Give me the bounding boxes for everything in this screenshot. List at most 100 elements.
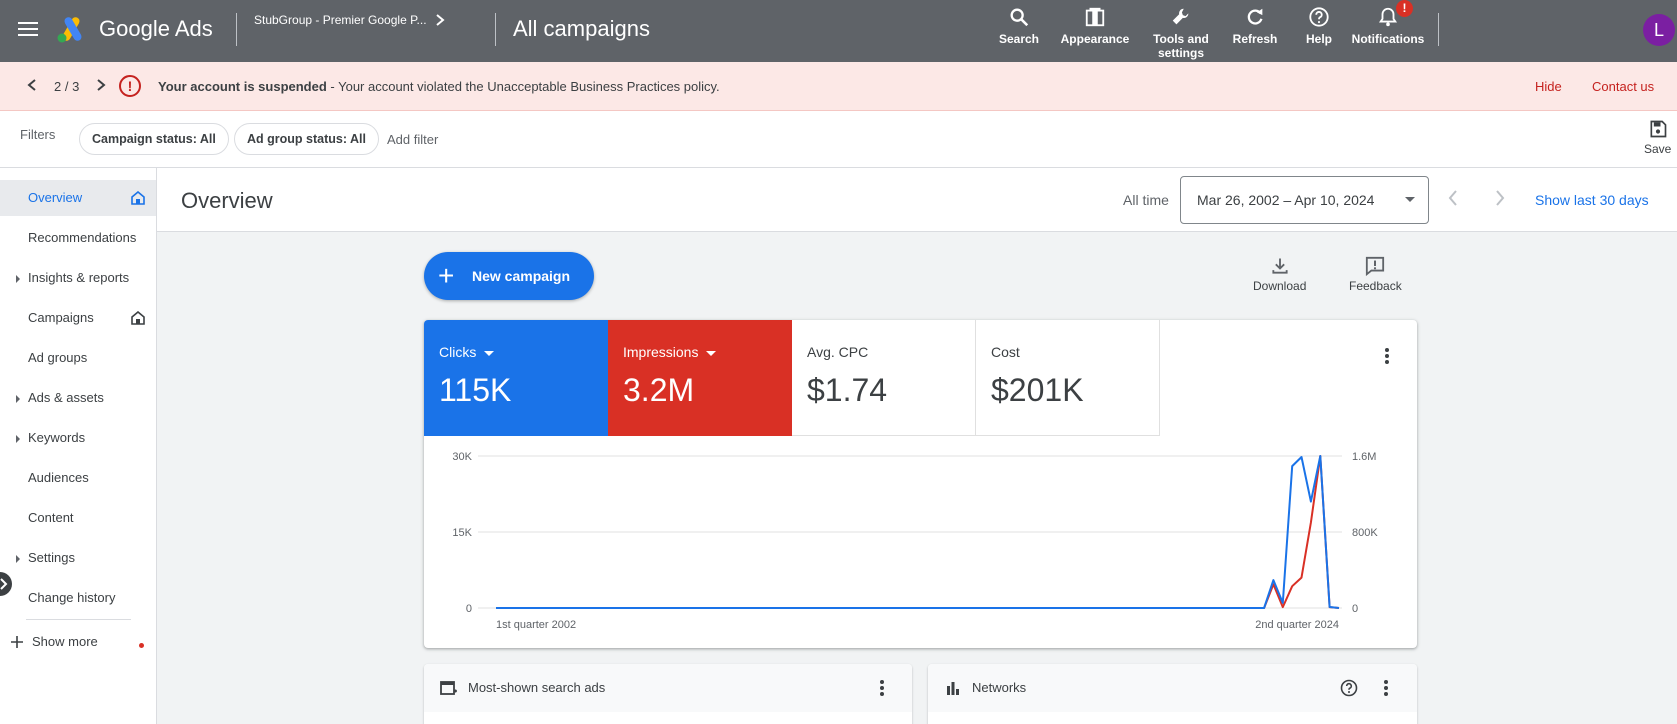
sidebar-item-audiences[interactable]: Audiences [0, 460, 156, 496]
most-shown-search-ads-card: Most-shown search ads [424, 664, 912, 724]
help-icon[interactable] [1339, 678, 1359, 698]
bell-icon [1378, 7, 1398, 27]
card-header: Most-shown search ads [424, 664, 912, 712]
metric-label: Impressions [623, 344, 699, 360]
more-options-icon[interactable] [872, 678, 892, 698]
chevron-right-icon [0, 578, 8, 590]
plus-icon [11, 635, 23, 648]
left-axis-tick-label: 15K [452, 527, 472, 539]
sidebar-item-label: Change history [28, 590, 116, 605]
sidebar-item-label: Insights & reports [28, 270, 130, 285]
sidebar-item-overview[interactable]: Overview [0, 180, 156, 216]
dropdown-arrow-icon[interactable] [706, 350, 717, 356]
bar-chart-icon [947, 682, 959, 695]
sidebar-item-insights-reports[interactable]: Insights & reports [0, 260, 156, 296]
right-axis-tick-label: 0 [1352, 603, 1358, 615]
metric-impressions[interactable]: Impressions 3.2M [608, 320, 792, 436]
divider [26, 619, 131, 620]
expand-arrow-icon [16, 395, 20, 403]
sidebar-item-label: Settings [28, 550, 75, 565]
sidebar-item-settings[interactable]: Settings [0, 540, 156, 576]
sidebar-item-content[interactable]: Content [0, 500, 156, 536]
more-options-icon[interactable] [1376, 678, 1396, 698]
sidebar-item-recommendations[interactable]: Recommendations [0, 220, 156, 256]
divider [495, 13, 496, 46]
new-campaign-button[interactable]: + New campaign [424, 252, 594, 300]
page-title: All campaigns [513, 16, 650, 41]
next-period-icon[interactable] [1493, 188, 1507, 208]
refresh-icon [1247, 8, 1263, 25]
brand-name: Google Ads [99, 16, 213, 41]
chevron-right-icon[interactable] [95, 78, 107, 92]
hamburger-menu-icon[interactable] [16, 18, 40, 42]
sidebar-item-ad-groups[interactable]: Ad groups [0, 340, 156, 376]
appearance-label: Appearance [1060, 32, 1130, 46]
left-axis-tick-label: 0 [466, 603, 472, 615]
sidebar-item-keywords[interactable]: Keywords [0, 420, 156, 456]
feedback-icon [1366, 256, 1385, 277]
ad-preview-icon [440, 681, 457, 695]
home-icon [131, 311, 145, 325]
sidebar-item-campaigns[interactable]: Campaigns [0, 300, 156, 336]
sidebar-item-label: Content [28, 510, 74, 525]
date-range-value: Mar 26, 2002 – Apr 10, 2024 [1197, 192, 1375, 208]
more-options-icon[interactable] [1377, 346, 1397, 366]
show-last-30-days-link[interactable]: Show last 30 days [1535, 192, 1649, 208]
metric-avg-cpc[interactable]: Avg. CPC $1.74 [792, 320, 976, 436]
metric-label: Avg. CPC [807, 344, 869, 360]
help-button[interactable]: Help [1301, 6, 1337, 46]
ad-group-status-filter-chip[interactable]: Ad group status: All [234, 123, 379, 155]
dropdown-arrow-icon[interactable] [484, 350, 495, 356]
account-switcher[interactable]: StubGroup - Premier Google P... [254, 13, 445, 27]
add-filter-button[interactable]: Add filter [387, 132, 439, 147]
notifications-button[interactable]: Notifications ! [1350, 0, 1426, 46]
metric-clicks[interactable]: Clicks 115K [424, 320, 608, 436]
refresh-button[interactable]: Refresh [1232, 6, 1278, 46]
download-button[interactable]: Download [1253, 256, 1306, 293]
x-axis-label-start: 1st quarter 2002 [496, 619, 576, 631]
sidebar-nav: Overview Recommendations Insights & repo… [0, 168, 157, 724]
appearance-icon [1085, 7, 1105, 27]
metric-value: 115K [439, 372, 512, 408]
overview-header: Overview All time Mar 26, 2002 – Apr 10,… [157, 168, 1677, 232]
show-more-label: Show more [32, 634, 98, 649]
chevron-right-icon [435, 14, 445, 26]
download-icon [1272, 258, 1288, 274]
collapse-sidebar-button[interactable] [0, 572, 12, 596]
save-button[interactable]: Save [1644, 119, 1671, 156]
search-button[interactable]: Search [996, 6, 1042, 46]
contact-us-link[interactable]: Contact us [1592, 79, 1655, 94]
google-ads-logo[interactable] [56, 15, 88, 43]
date-range-picker[interactable]: Mar 26, 2002 – Apr 10, 2024 [1180, 176, 1429, 224]
series-line-clicks [496, 455, 1340, 609]
chevron-left-icon[interactable] [26, 78, 38, 92]
hide-alert-link[interactable]: Hide [1535, 79, 1562, 94]
show-more-button[interactable]: Show more [10, 634, 98, 649]
filters-label: Filters [20, 127, 56, 142]
sidebar-item-label: Recommendations [28, 230, 137, 245]
metric-cost[interactable]: Cost $201K [976, 320, 1160, 436]
previous-period-icon[interactable] [1446, 188, 1460, 208]
help-icon [1309, 7, 1329, 27]
campaign-status-filter-chip[interactable]: Campaign status: All [79, 123, 229, 155]
plus-icon: + [438, 260, 455, 291]
tools-settings-button[interactable]: Tools and settings [1148, 6, 1214, 60]
save-icon [1650, 120, 1667, 138]
sidebar-item-label: Overview [28, 190, 83, 205]
avatar[interactable]: L [1643, 14, 1675, 46]
filter-bar: Filters Campaign status: All Ad group st… [0, 111, 1677, 168]
appearance-button[interactable]: Appearance [1060, 6, 1130, 46]
performance-chart-card: Clicks 115K Impressions 3.2M Avg. CPC $1… [424, 320, 1417, 648]
networks-card: Networks [928, 664, 1417, 724]
dropdown-arrow-icon [1405, 197, 1415, 202]
right-axis-tick-label: 800K [1352, 527, 1378, 539]
sidebar-item-change-history[interactable]: Change history [0, 580, 156, 616]
feedback-button[interactable]: Feedback [1349, 256, 1402, 293]
left-axis-tick-label: 30K [452, 451, 472, 463]
date-range-label: All time [1123, 192, 1169, 208]
card-title: Most-shown search ads [468, 680, 606, 695]
sidebar-item-ads-assets[interactable]: Ads & assets [0, 380, 156, 416]
help-label: Help [1305, 32, 1332, 46]
metric-value: 3.2M [623, 372, 695, 408]
card-title: Networks [972, 680, 1027, 695]
